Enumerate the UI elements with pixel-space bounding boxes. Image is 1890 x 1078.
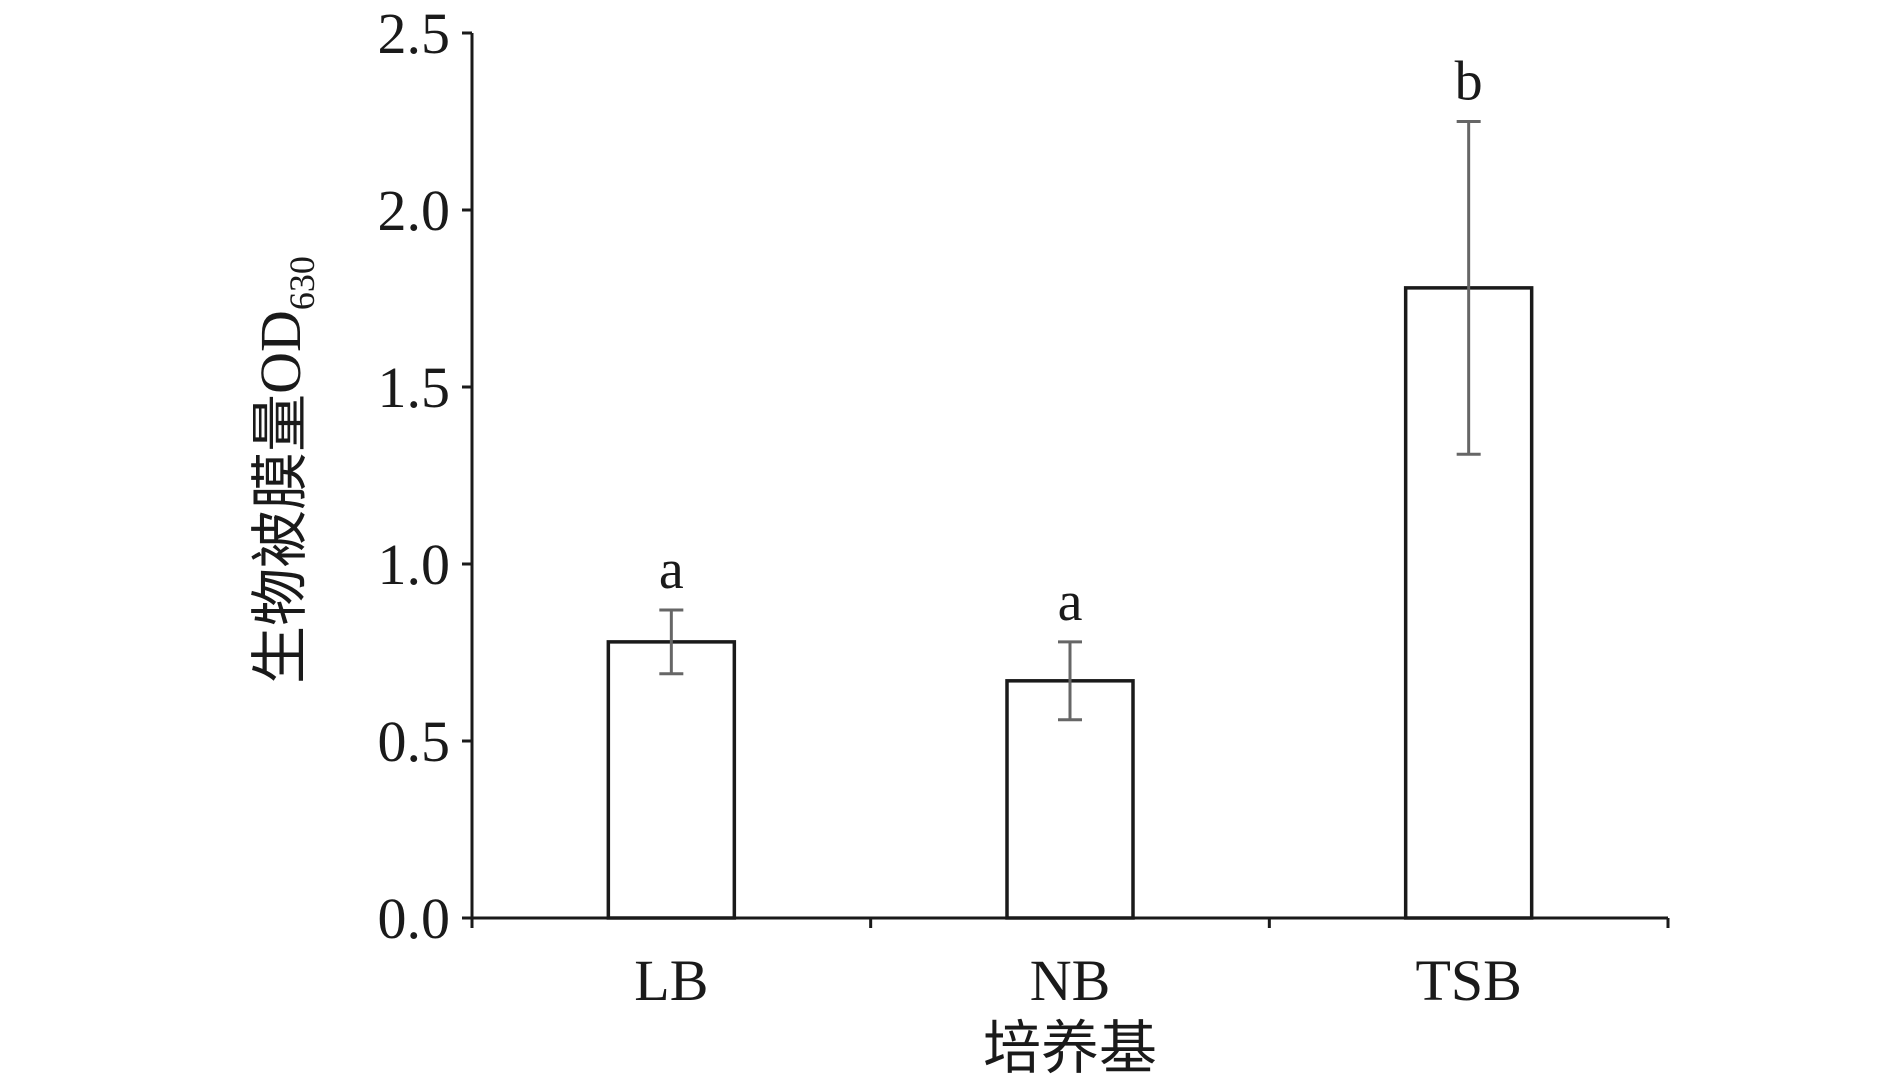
x-tick-label: LB — [634, 948, 708, 1013]
bar — [606, 640, 737, 920]
significance-label: b — [1455, 51, 1483, 113]
y-tick-label: 2.0 — [378, 178, 451, 243]
y-tick-label: 1.0 — [378, 532, 451, 597]
significance-labels: a a b — [659, 51, 1483, 633]
svg-text:生物被膜量OD630: 生物被膜量OD630 — [248, 256, 322, 684]
y-axis-title: 生物被膜量OD630 — [248, 256, 322, 684]
y-tick-label: 0.0 — [378, 886, 451, 951]
y-tick-label: 2.5 — [378, 1, 451, 66]
x-tick-label: TSB — [1415, 948, 1521, 1013]
y-tick-label: 0.5 — [378, 709, 451, 774]
x-ticks: LB NB TSB — [470, 918, 1670, 1013]
x-tick-label: NB — [1030, 948, 1111, 1013]
y-axis-title-main: 生物被膜量OD — [248, 310, 313, 684]
significance-label: a — [1058, 571, 1083, 633]
x-axis-title: 培养基 — [983, 1016, 1157, 1078]
significance-label: a — [659, 539, 684, 601]
error-bars — [659, 120, 1481, 722]
y-tick-label: 1.5 — [378, 355, 451, 420]
y-axis-title-subscript: 630 — [282, 256, 322, 310]
y-ticks: 0.0 0.5 1.0 1.5 2.0 2.5 — [378, 1, 472, 951]
